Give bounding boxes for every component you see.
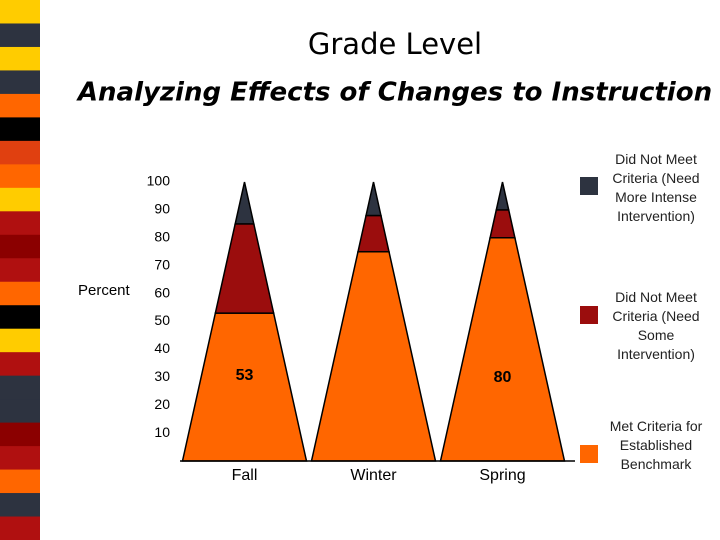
decor-block <box>0 328 40 353</box>
y-tick-label: 30 <box>154 368 170 384</box>
cone-segment <box>214 223 275 314</box>
cone-segment <box>365 181 382 217</box>
y-tick-label: 70 <box>154 256 170 272</box>
y-tick-label: 60 <box>154 284 170 300</box>
x-tick-label: Winter <box>350 467 397 484</box>
decor-block <box>0 375 40 400</box>
legend-swatch <box>580 177 598 195</box>
y-tick-label: 40 <box>154 340 170 356</box>
decor-block <box>0 446 40 471</box>
cone-segment <box>357 214 390 253</box>
decor-block <box>0 399 40 424</box>
y-axis-label: Percent <box>78 282 131 299</box>
decor-block <box>0 187 40 212</box>
decor-block <box>0 281 40 306</box>
decor-block <box>0 211 40 236</box>
decor-strip <box>0 0 40 540</box>
y-tick-label: 50 <box>154 312 170 328</box>
decor-block <box>0 516 40 540</box>
y-tick-label: 10 <box>154 424 170 440</box>
cone-segment <box>310 251 437 462</box>
decor-block <box>0 493 40 518</box>
cone-segment <box>439 237 566 462</box>
decor-block <box>0 164 40 189</box>
legend-label: Did Not Meet Criteria (Need Some Interve… <box>612 289 700 362</box>
legend-label: Did Not Meet Criteria (Need More Intense… <box>612 151 700 224</box>
y-tick-label: 20 <box>154 396 170 412</box>
decor-block <box>0 258 40 283</box>
cone-segment <box>489 209 516 239</box>
data-label: 53 <box>236 367 254 384</box>
decor-block <box>0 422 40 447</box>
x-tick-label: Spring <box>479 467 525 484</box>
decor-block <box>0 46 40 71</box>
legend-label: Met Criteria for Established Benchmark <box>609 418 703 472</box>
decor-block <box>0 93 40 118</box>
cone-segment <box>234 181 255 225</box>
decor-block <box>0 352 40 377</box>
decor-block <box>0 469 40 494</box>
decor-block <box>0 23 40 48</box>
y-tick-label: 100 <box>147 173 171 189</box>
decor-block <box>0 70 40 95</box>
data-label: 80 <box>494 369 512 386</box>
cone-segment <box>495 181 510 211</box>
decor-block <box>0 140 40 165</box>
legend-swatch <box>580 445 598 463</box>
legend-swatch <box>580 306 598 324</box>
decor-block <box>0 234 40 259</box>
y-tick-label: 90 <box>154 201 170 217</box>
cone-segment <box>181 312 308 462</box>
decor-block <box>0 117 40 142</box>
decor-block <box>0 0 40 24</box>
chart-title: Grade Level <box>308 27 482 61</box>
x-tick-label: Fall <box>232 467 258 484</box>
chart-subtitle: Analyzing Effects of Changes to Instruct… <box>76 78 712 108</box>
decor-block <box>0 305 40 330</box>
y-tick-label: 80 <box>154 229 170 245</box>
